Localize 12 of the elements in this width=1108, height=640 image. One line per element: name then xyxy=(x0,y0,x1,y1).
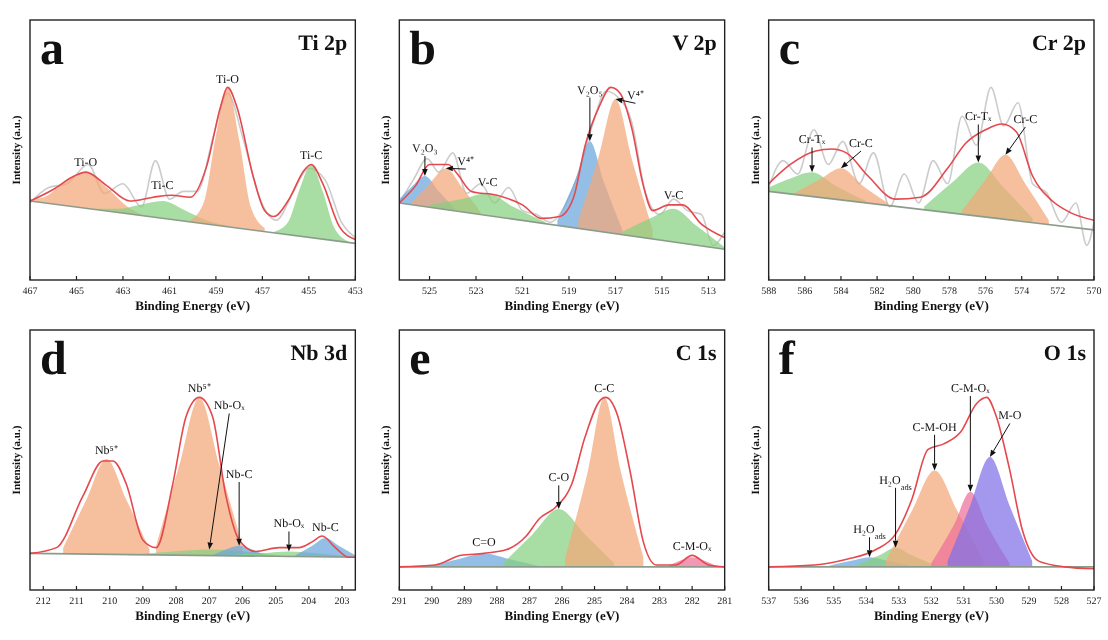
chart-title: V 2p xyxy=(672,32,717,56)
chart-title: Cr 2p xyxy=(1032,32,1086,56)
text: b xyxy=(409,24,437,76)
chart-title: Nb 3d xyxy=(290,342,348,366)
text: f xyxy=(778,334,797,386)
text: a xyxy=(40,24,64,76)
chart-title: O 1s xyxy=(1043,342,1088,366)
chart-title: C 1s xyxy=(675,342,719,366)
text: e xyxy=(409,334,432,386)
text: c xyxy=(778,24,801,76)
chart-title: Ti 2p xyxy=(298,32,348,56)
text: d xyxy=(40,334,68,386)
